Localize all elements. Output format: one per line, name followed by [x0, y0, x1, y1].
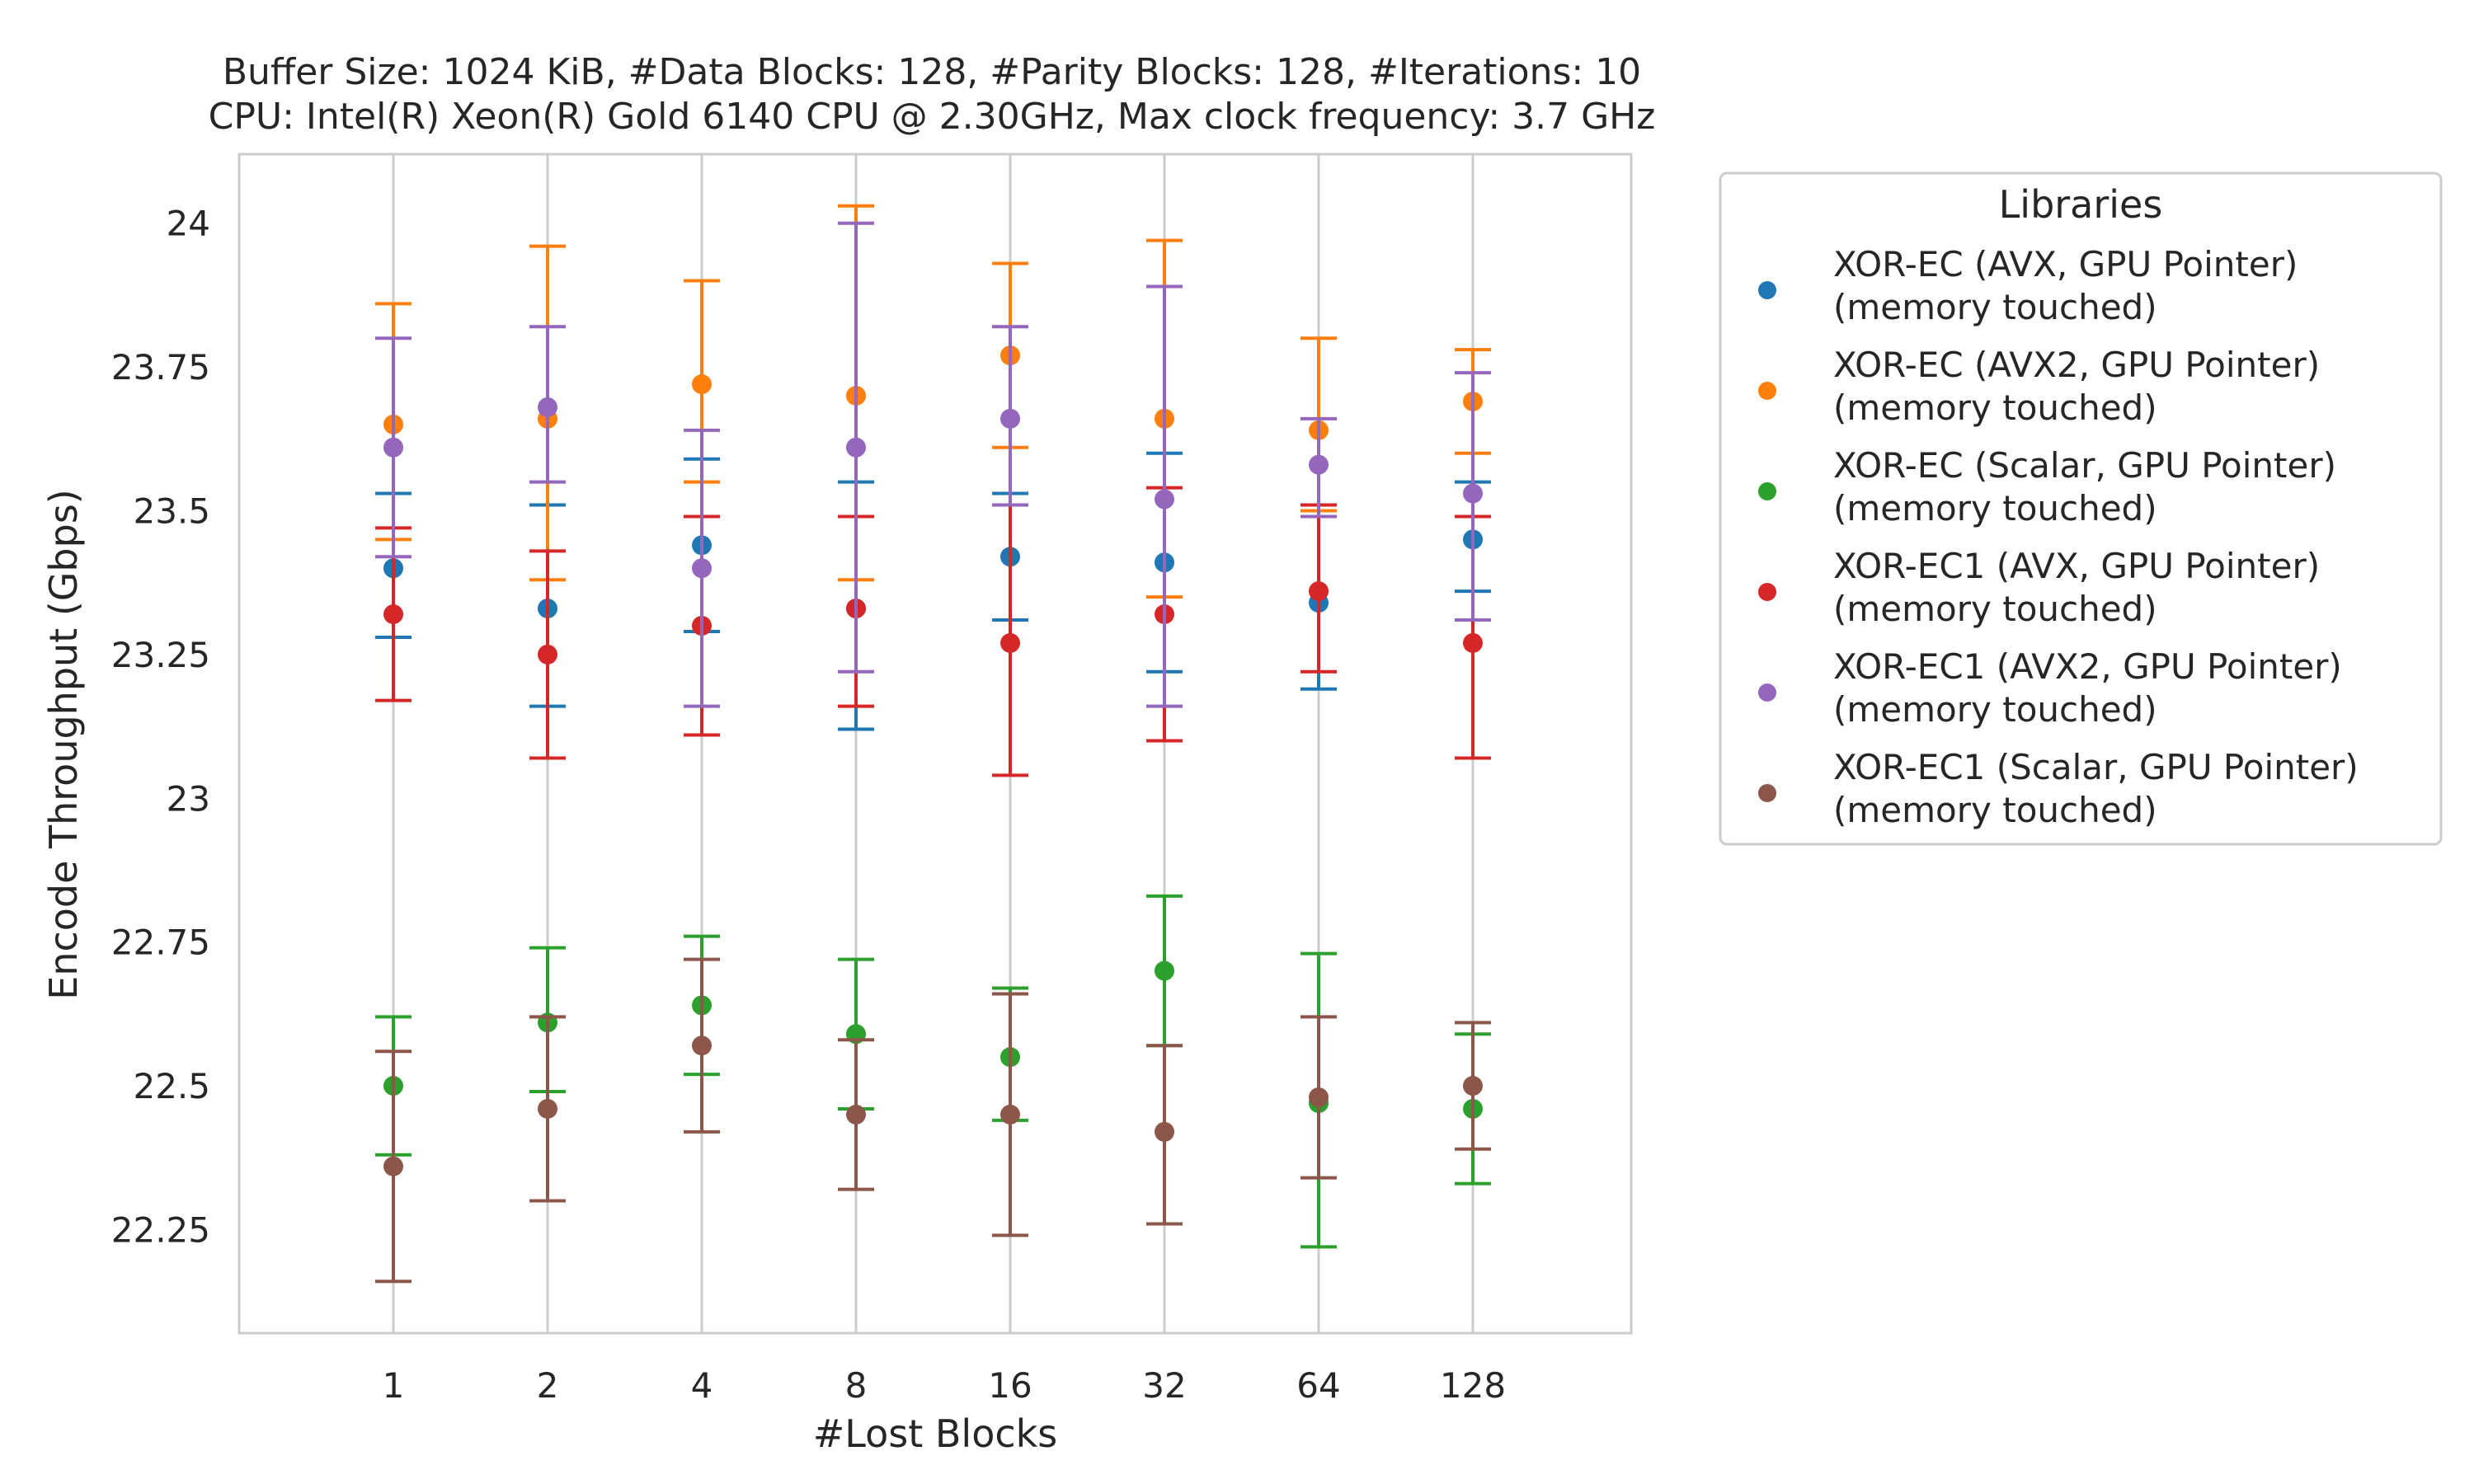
- data-point: [1000, 1104, 1020, 1125]
- y-tick-label: 23.5: [133, 491, 210, 531]
- x-tick-labels: 1 2 4 8 16 32 64 128: [383, 1365, 1506, 1406]
- data-point: [1463, 483, 1483, 504]
- legend-label-line-2: (memory touched): [1833, 387, 2157, 428]
- legend-label-line-2: (memory touched): [1833, 488, 2157, 528]
- data-point: [538, 397, 557, 417]
- data-point: [1000, 408, 1020, 429]
- data-point: [692, 374, 712, 395]
- data-point: [1309, 1087, 1329, 1107]
- chart-title-line-2: CPU: Intel(R) Xeon(R) Gold 6140 CPU @ 2.…: [209, 96, 1656, 138]
- legend-marker: [1758, 382, 1776, 400]
- y-tick-labels: 22.25 22.5 22.75 23 23.25 23.5 23.75 24: [111, 204, 210, 1251]
- legend-items: XOR-EC (AVX, GPU Pointer)(memory touched…: [1758, 244, 2359, 830]
- y-tick-label: 23.75: [111, 347, 210, 387]
- data-point: [383, 604, 403, 625]
- legend-frame: [1719, 171, 2443, 846]
- chart-title-line-1: Buffer Size: 1024 KiB, #Data Blocks: 128…: [223, 51, 1641, 93]
- data-point: [1155, 960, 1174, 981]
- data-point: [383, 437, 403, 458]
- data-point: [846, 1104, 866, 1125]
- series-layer: [375, 204, 1491, 1284]
- legend: Libraries XOR-EC (AVX, GPU Pointer)(memo…: [1719, 171, 2443, 846]
- y-tick-label: 22.75: [111, 923, 210, 963]
- data-point: [1000, 632, 1020, 653]
- legend-marker: [1758, 583, 1776, 601]
- y-tick-label: 24: [167, 204, 210, 244]
- y-axis-label: Encode Throughput (Gbps): [41, 489, 86, 1000]
- legend-label: XOR-EC1 (AVX2, GPU Pointer): [1833, 646, 2342, 687]
- x-tick-label: 32: [1142, 1365, 1186, 1406]
- legend-marker: [1758, 281, 1776, 299]
- x-tick-label: 4: [691, 1365, 713, 1406]
- x-tick-label: 128: [1440, 1365, 1506, 1406]
- legend-label: XOR-EC (Scalar, GPU Pointer): [1833, 445, 2336, 486]
- x-tick-label: 64: [1296, 1365, 1340, 1406]
- legend-label-line-2: (memory touched): [1833, 790, 2157, 830]
- plot-area-frame: [238, 153, 1633, 1335]
- data-point: [538, 644, 557, 665]
- y-tick-label: 22.25: [111, 1209, 210, 1250]
- x-tick-label: 16: [988, 1365, 1032, 1406]
- legend-label-line-2: (memory touched): [1833, 689, 2157, 730]
- legend-marker: [1758, 683, 1776, 702]
- data-point: [383, 1156, 403, 1176]
- data-point: [538, 1098, 557, 1119]
- x-tick-label: 8: [845, 1365, 868, 1406]
- x-tick-label: 1: [383, 1365, 405, 1406]
- legend-marker: [1758, 784, 1776, 802]
- x-axis-label: #Lost Blocks: [813, 1411, 1058, 1456]
- series-6: [375, 957, 1491, 1284]
- data-point: [1155, 489, 1174, 510]
- legend-label-line-2: (memory touched): [1833, 589, 2157, 629]
- data-point: [1309, 581, 1329, 602]
- legend-label: XOR-EC1 (Scalar, GPU Pointer): [1833, 747, 2359, 787]
- legend-label: XOR-EC (AVX, GPU Pointer): [1833, 244, 2298, 284]
- data-point: [1309, 454, 1329, 475]
- data-point: [692, 1036, 712, 1056]
- y-tick-label: 22.5: [133, 1066, 210, 1106]
- data-point: [846, 437, 866, 458]
- series-5: [375, 221, 1491, 708]
- data-point: [1155, 1121, 1174, 1142]
- legend-marker: [1758, 482, 1776, 500]
- legend-label-line-2: (memory touched): [1833, 287, 2157, 327]
- legend-label: XOR-EC1 (AVX, GPU Pointer): [1833, 546, 2320, 586]
- y-tick-label: 23: [167, 778, 210, 819]
- x-tick-label: 2: [537, 1365, 559, 1406]
- data-point: [1463, 1076, 1483, 1097]
- legend-title: Libraries: [1999, 182, 2163, 227]
- legend-label: XOR-EC (AVX2, GPU Pointer): [1833, 345, 2320, 385]
- y-tick-label: 23.25: [111, 635, 210, 675]
- data-point: [692, 558, 712, 579]
- data-point: [1463, 632, 1483, 653]
